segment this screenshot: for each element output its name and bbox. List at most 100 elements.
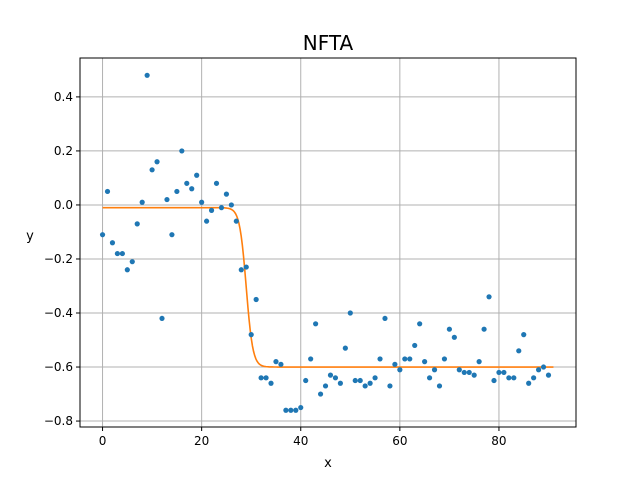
data-point bbox=[352, 377, 358, 384]
data-point bbox=[273, 359, 279, 365]
data-point bbox=[248, 332, 254, 338]
data-point bbox=[501, 369, 507, 376]
data-point bbox=[436, 383, 443, 389]
y-tick-label: 0.2 bbox=[54, 144, 73, 158]
data-point bbox=[545, 372, 552, 378]
plot-area-frame bbox=[79, 57, 577, 428]
data-point bbox=[382, 315, 388, 322]
data-point bbox=[213, 180, 220, 186]
data-point bbox=[164, 196, 170, 203]
x-tick-label: 0 bbox=[99, 434, 107, 448]
x-tick-label: 40 bbox=[293, 434, 308, 448]
data-point bbox=[456, 367, 462, 373]
data-point bbox=[491, 377, 497, 384]
data-point bbox=[139, 199, 145, 205]
y-axis-label: y bbox=[26, 229, 34, 244]
data-point bbox=[486, 294, 492, 300]
data-point bbox=[322, 383, 329, 389]
data-point bbox=[278, 361, 284, 367]
data-point bbox=[317, 391, 324, 397]
data-point bbox=[134, 221, 140, 227]
data-point bbox=[293, 407, 299, 413]
data-point bbox=[516, 348, 522, 354]
data-point bbox=[367, 380, 373, 386]
data-point bbox=[417, 321, 423, 327]
data-point bbox=[303, 377, 309, 384]
x-tick-label: 60 bbox=[392, 434, 407, 448]
data-point bbox=[283, 407, 289, 413]
data-point bbox=[511, 375, 517, 381]
data-point bbox=[377, 356, 383, 362]
data-point bbox=[238, 267, 244, 273]
data-point bbox=[496, 369, 502, 376]
data-point bbox=[184, 180, 190, 186]
data-point bbox=[531, 375, 537, 381]
data-point bbox=[451, 334, 457, 340]
data-point bbox=[199, 199, 205, 205]
data-point bbox=[337, 380, 343, 386]
data-point bbox=[526, 380, 532, 386]
data-point bbox=[412, 342, 418, 349]
data-point bbox=[208, 207, 215, 213]
data-point bbox=[466, 369, 472, 376]
data-point bbox=[372, 375, 378, 381]
data-point bbox=[179, 148, 185, 154]
data-point bbox=[243, 264, 249, 270]
data-point bbox=[357, 377, 363, 384]
data-point bbox=[114, 250, 121, 257]
data-point bbox=[362, 383, 368, 389]
data-point bbox=[288, 407, 294, 413]
data-point bbox=[194, 172, 200, 178]
data-point bbox=[223, 191, 230, 197]
x-axis-label: x bbox=[324, 456, 332, 471]
data-point bbox=[441, 356, 448, 362]
data-point bbox=[119, 250, 125, 257]
scatter-layer bbox=[99, 72, 552, 413]
fit-line-layer bbox=[102, 206, 554, 368]
y-tick-label: 0.0 bbox=[54, 198, 73, 212]
data-point bbox=[263, 375, 269, 381]
data-point bbox=[253, 296, 259, 303]
x-tick-label: 20 bbox=[194, 434, 209, 448]
y-tick-label: −0.4 bbox=[44, 306, 73, 320]
data-point bbox=[258, 375, 264, 381]
data-point bbox=[189, 186, 195, 192]
data-point bbox=[308, 356, 314, 362]
data-point bbox=[506, 375, 512, 381]
data-point bbox=[149, 167, 155, 173]
data-point bbox=[233, 218, 239, 224]
data-point bbox=[422, 359, 428, 365]
data-point bbox=[218, 205, 225, 211]
data-point bbox=[298, 404, 304, 411]
y-tick-label: 0.4 bbox=[54, 90, 73, 104]
fit-line bbox=[102, 206, 554, 368]
x-tick-label: 80 bbox=[491, 434, 506, 448]
data-point bbox=[154, 159, 160, 165]
data-point bbox=[109, 240, 116, 246]
tick-layer: 0 20 40 60 80 −0.8 −0.6 −0.4 −0.2 0.0 0.2 0.4 bbox=[44, 90, 507, 448]
y-tick-label: −0.2 bbox=[44, 252, 73, 266]
data-point bbox=[174, 188, 180, 195]
data-point bbox=[204, 218, 210, 224]
data-point bbox=[407, 356, 413, 362]
data-point bbox=[431, 367, 438, 373]
data-point bbox=[461, 369, 467, 376]
data-point bbox=[535, 367, 542, 373]
data-point bbox=[426, 375, 433, 381]
data-point bbox=[124, 267, 130, 273]
data-point bbox=[397, 367, 403, 373]
data-point bbox=[169, 232, 175, 238]
data-point bbox=[228, 202, 234, 208]
data-point bbox=[129, 259, 135, 265]
data-point bbox=[521, 332, 527, 338]
data-point bbox=[347, 310, 353, 316]
data-point bbox=[144, 72, 150, 78]
data-point bbox=[402, 356, 408, 362]
chart-title: NFTA bbox=[303, 31, 354, 55]
data-point bbox=[268, 380, 274, 386]
data-point bbox=[313, 321, 319, 327]
data-point bbox=[392, 361, 398, 367]
data-point bbox=[476, 359, 482, 365]
